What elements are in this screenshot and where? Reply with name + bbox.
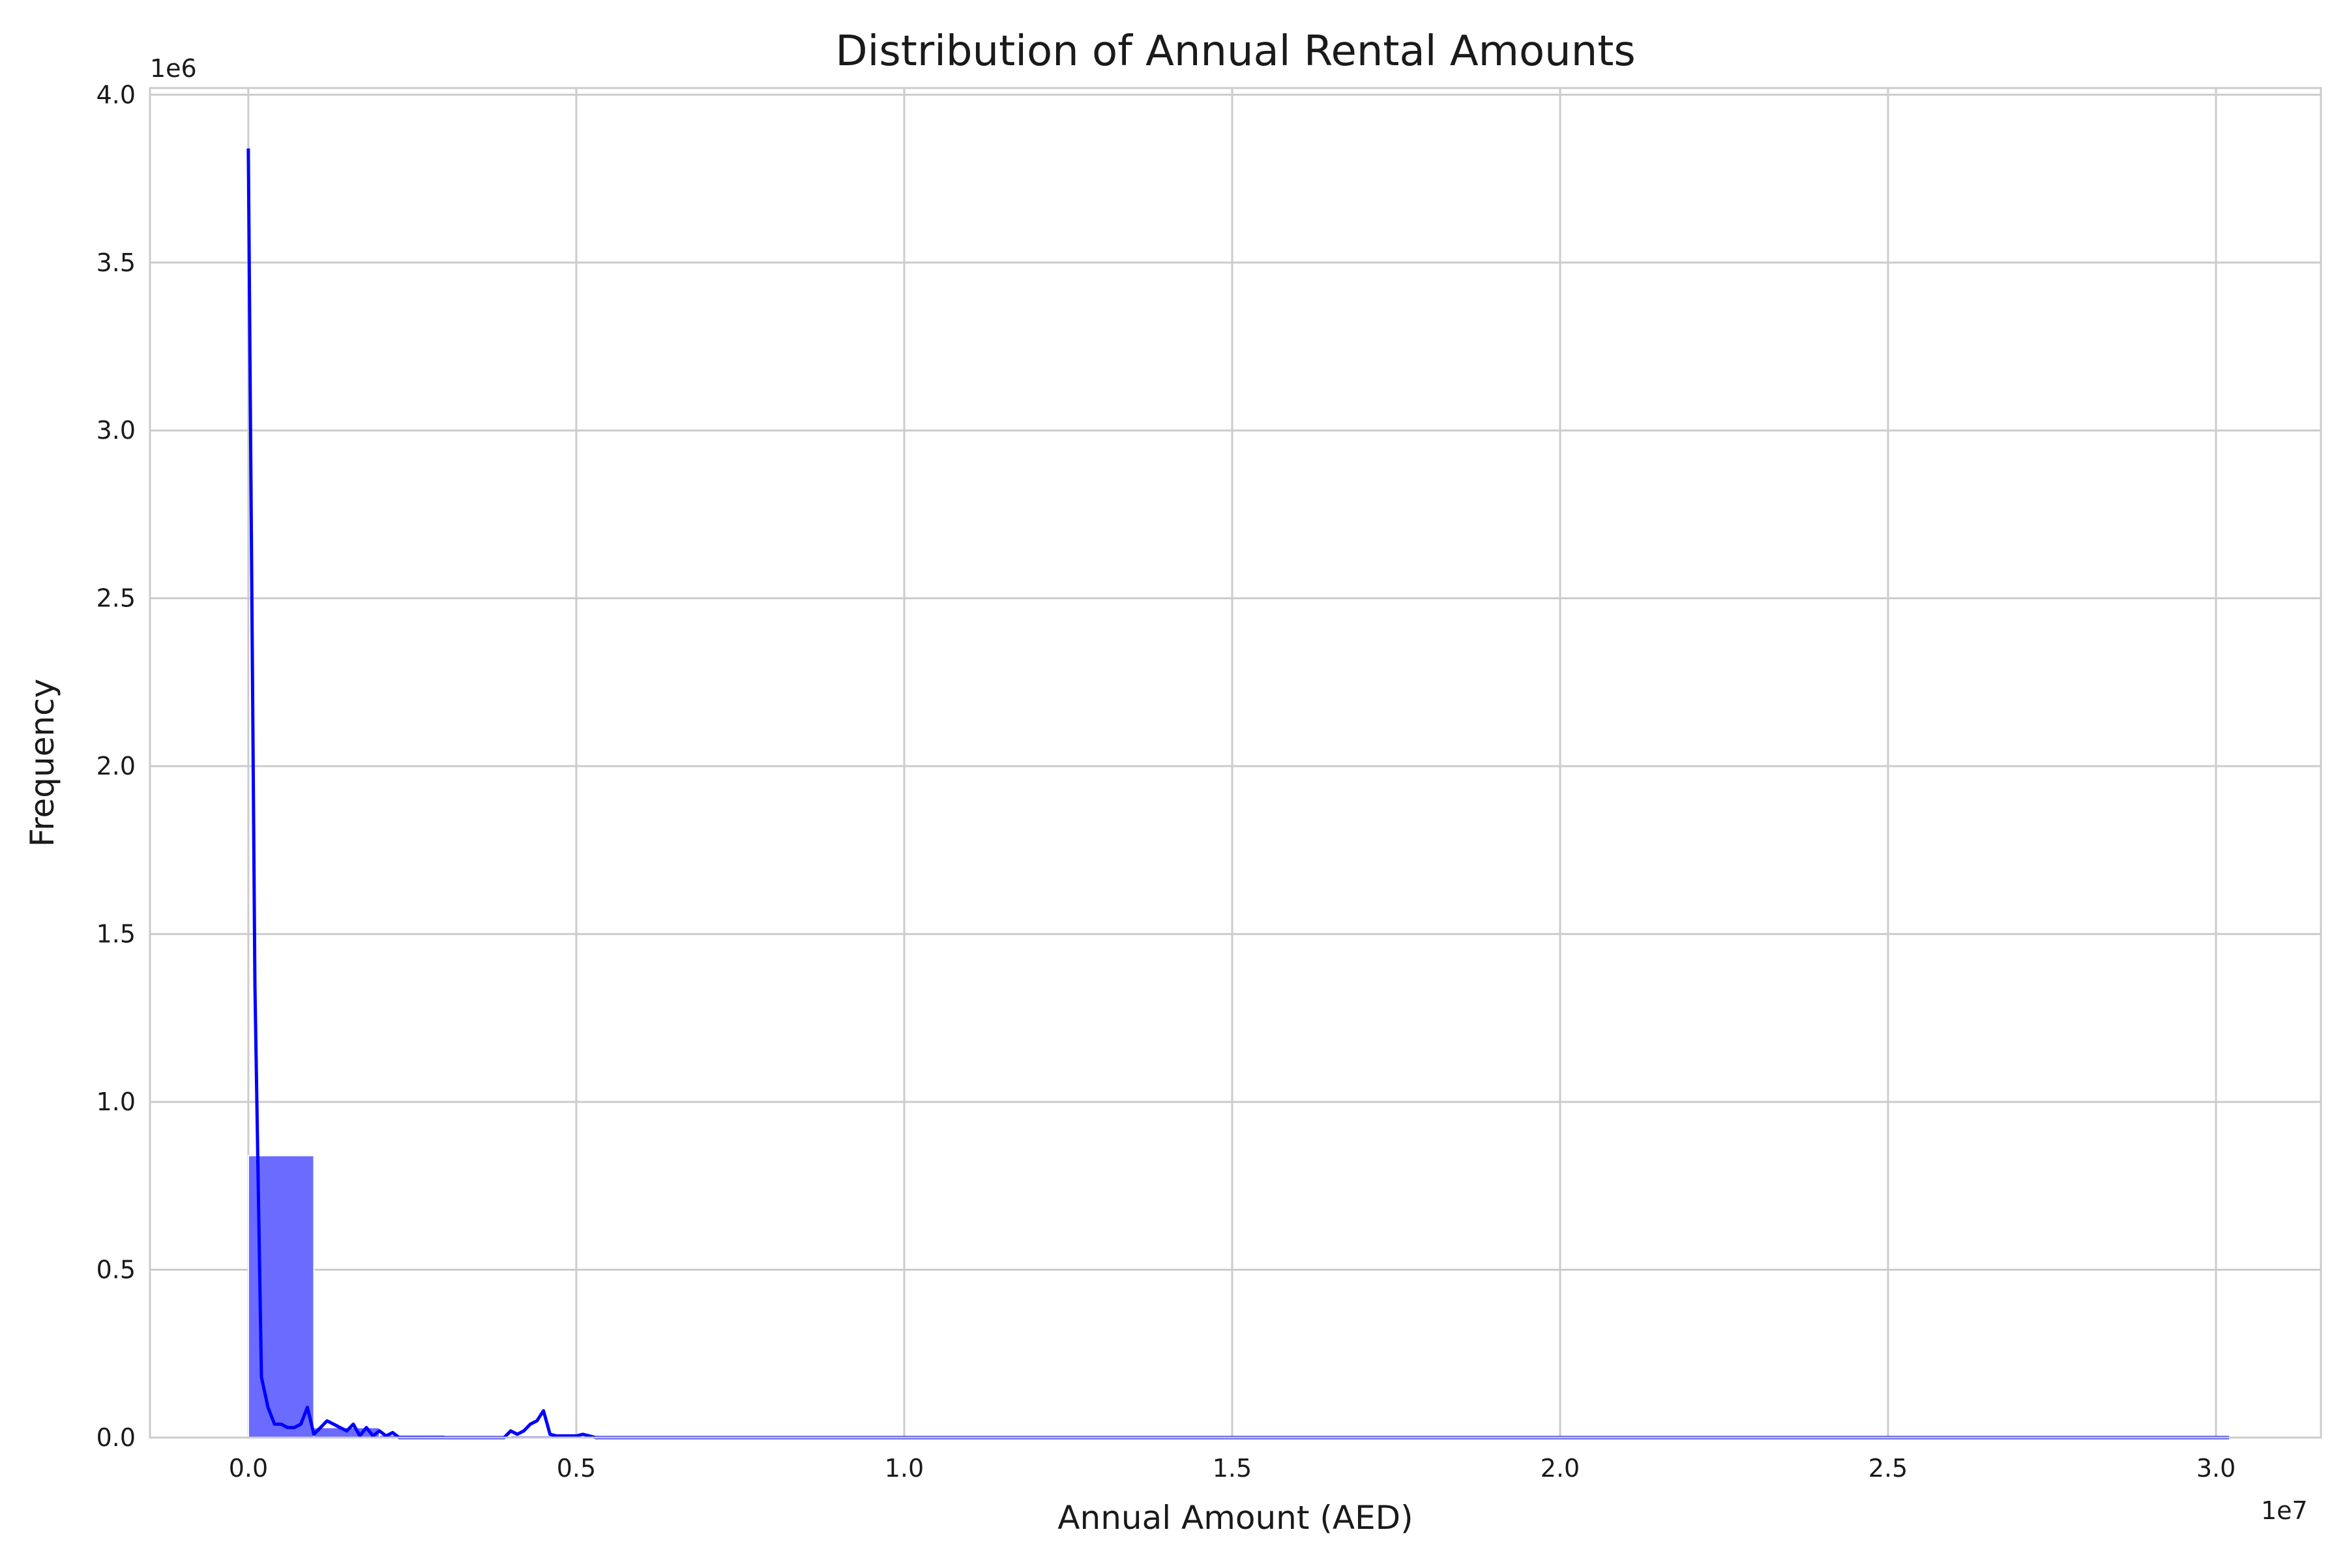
x-tick-label: 1.0 (885, 1454, 924, 1483)
y-tick-label: 2.5 (96, 584, 136, 613)
y-tick-label: 3.0 (96, 416, 136, 445)
y-axis-offset-text: 1e6 (150, 54, 197, 83)
x-axis-offset-text: 1e7 (2261, 1496, 2308, 1525)
y-tick-label: 3.5 (96, 248, 136, 277)
grid-lines (150, 88, 2321, 1439)
axes: 0.0 0.5 1.0 1.5 2.0 2.5 3.0 0.0 0.5 1.0 1.5 2.0 2.5 3… (96, 80, 2322, 1483)
chart-title: Distribution of Annual Rental Amounts (835, 27, 1635, 76)
y-tick-label: 1.5 (96, 920, 136, 949)
x-tick-label: 3.0 (2196, 1454, 2236, 1483)
x-tick-label: 0.5 (557, 1454, 596, 1483)
y-tick-label: 2.0 (96, 752, 136, 780)
y-axis-label: Frequency (23, 679, 61, 847)
y-tick-label: 4.0 (96, 80, 136, 109)
x-tick-label: 2.0 (1541, 1454, 1580, 1483)
plot-frame (149, 87, 2322, 1439)
x-tick-label: 0.0 (229, 1454, 268, 1483)
y-tick-label: 0.5 (96, 1256, 136, 1284)
x-tick-label: 2.5 (1868, 1454, 1908, 1483)
x-tick-label: 1.5 (1213, 1454, 1252, 1483)
y-tick-label: 0.0 (96, 1423, 136, 1452)
x-axis-label: Annual Amount (AED) (1057, 1499, 1413, 1537)
y-tick-label: 1.0 (96, 1087, 136, 1116)
